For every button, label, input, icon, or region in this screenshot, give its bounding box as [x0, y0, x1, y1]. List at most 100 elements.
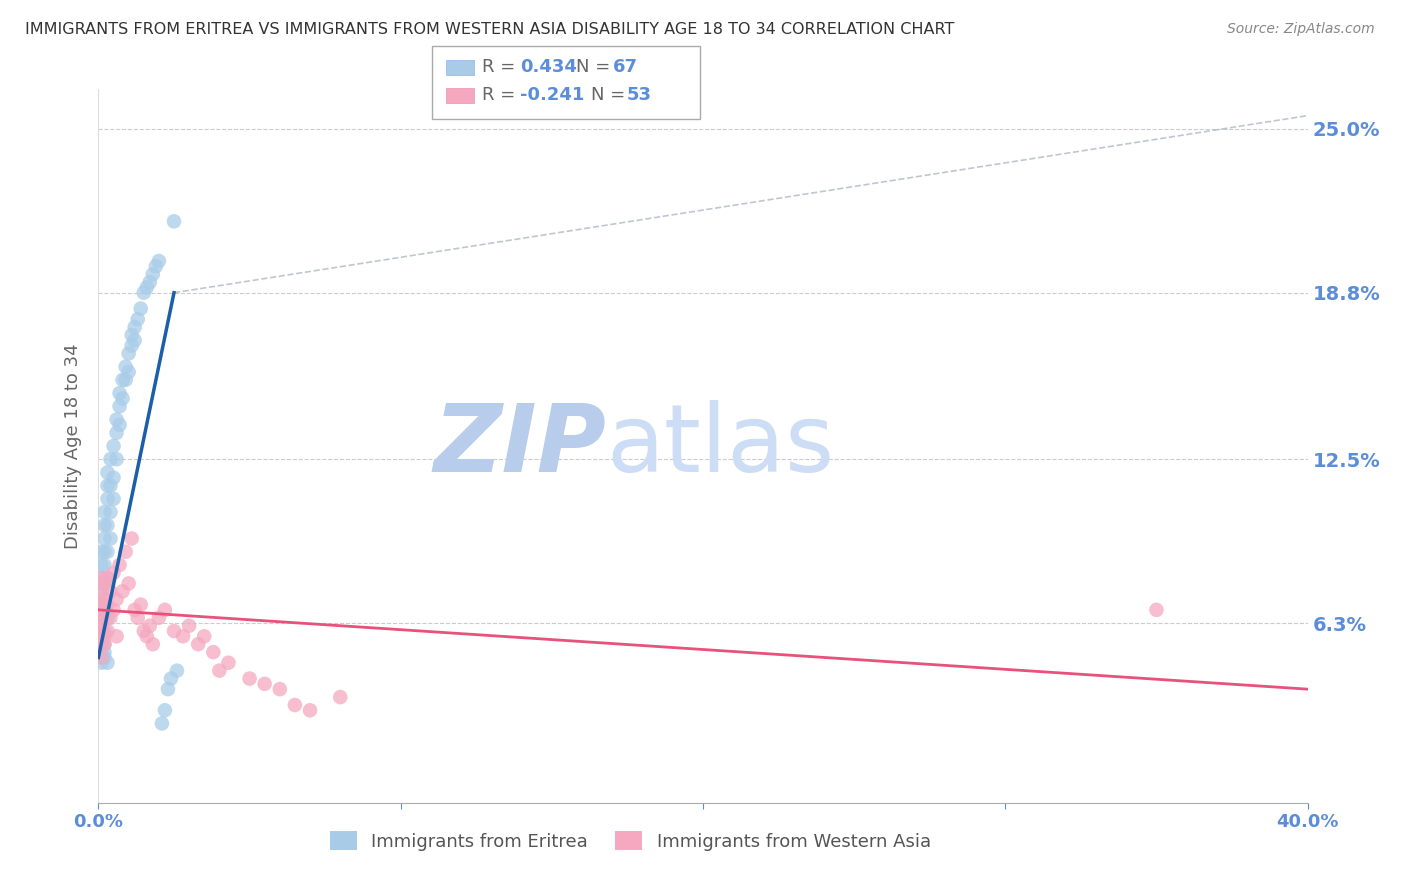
Point [103, 439, 125, 453]
Point [193, 629, 215, 643]
Point [148, 254, 170, 268]
Point [127, 312, 149, 326]
Point [217, 656, 239, 670]
Point [90, 624, 112, 638]
Point [269, 682, 291, 697]
Point [103, 566, 125, 580]
Point [96, 656, 118, 670]
Text: -0.241: -0.241 [520, 87, 585, 104]
Point [156, 682, 179, 697]
Point [93, 505, 115, 519]
Point [105, 425, 128, 440]
Point [93, 532, 115, 546]
Point [93, 592, 115, 607]
Point [139, 618, 162, 632]
Point [105, 592, 128, 607]
Text: R =: R = [482, 87, 522, 104]
Point [93, 576, 115, 591]
Point [105, 412, 128, 426]
Text: R =: R = [482, 58, 522, 76]
Point [90, 584, 112, 599]
Point [105, 452, 128, 467]
Point [163, 214, 186, 228]
Point [90, 611, 112, 625]
Point [172, 629, 194, 643]
Point [96, 545, 118, 559]
Point [96, 478, 118, 492]
Point [93, 650, 115, 665]
Point [111, 584, 134, 599]
Point [90, 571, 112, 585]
Point [96, 611, 118, 625]
Point [96, 518, 118, 533]
Point [121, 328, 143, 343]
Point [96, 571, 118, 585]
Point [90, 656, 112, 670]
Point [132, 285, 155, 300]
Point [118, 576, 141, 591]
Point [124, 333, 146, 347]
Point [103, 491, 125, 506]
Point [93, 576, 115, 591]
Point [90, 624, 112, 638]
Point [93, 645, 115, 659]
Point [90, 598, 112, 612]
Point [93, 598, 115, 612]
Point [239, 672, 262, 686]
Point [93, 518, 115, 533]
Point [253, 677, 276, 691]
Point [93, 637, 115, 651]
Point [142, 267, 165, 281]
Text: 53: 53 [627, 87, 652, 104]
Point [96, 624, 118, 638]
Point [179, 618, 201, 632]
Legend: Immigrants from Eritrea, Immigrants from Western Asia: Immigrants from Eritrea, Immigrants from… [323, 824, 938, 858]
Text: IMMIGRANTS FROM ERITREA VS IMMIGRANTS FROM WESTERN ASIA DISABILITY AGE 18 TO 34 : IMMIGRANTS FROM ERITREA VS IMMIGRANTS FR… [25, 22, 955, 37]
Text: 0.434: 0.434 [520, 58, 576, 76]
Point [105, 629, 128, 643]
Point [153, 603, 176, 617]
Point [96, 598, 118, 612]
Point [90, 598, 112, 612]
Text: N =: N = [591, 87, 630, 104]
Point [103, 471, 125, 485]
Point [108, 558, 131, 572]
Point [284, 698, 307, 712]
Point [90, 584, 112, 599]
Point [100, 584, 122, 599]
Point [1144, 603, 1167, 617]
Point [90, 637, 112, 651]
Point [90, 650, 112, 665]
Point [93, 611, 115, 625]
Point [127, 611, 149, 625]
Point [108, 417, 131, 432]
Point [96, 571, 118, 585]
Point [150, 716, 173, 731]
Point [121, 338, 143, 352]
Y-axis label: Disability Age 18 to 34: Disability Age 18 to 34 [65, 343, 83, 549]
Point [90, 629, 112, 643]
Text: Source: ZipAtlas.com: Source: ZipAtlas.com [1227, 22, 1375, 37]
Point [118, 365, 141, 379]
Point [124, 320, 146, 334]
Text: ZIP: ZIP [433, 400, 606, 492]
Point [90, 637, 112, 651]
Point [118, 346, 141, 360]
Point [114, 373, 136, 387]
Point [90, 545, 112, 559]
Point [96, 466, 118, 480]
Point [100, 532, 122, 546]
Point [114, 359, 136, 374]
Point [142, 637, 165, 651]
Point [160, 672, 183, 686]
Point [90, 618, 112, 632]
Point [93, 637, 115, 651]
Point [103, 603, 125, 617]
Point [121, 532, 143, 546]
Point [208, 664, 231, 678]
Point [90, 629, 112, 643]
Point [93, 545, 115, 559]
Point [114, 545, 136, 559]
Text: atlas: atlas [606, 400, 835, 492]
Point [153, 703, 176, 717]
